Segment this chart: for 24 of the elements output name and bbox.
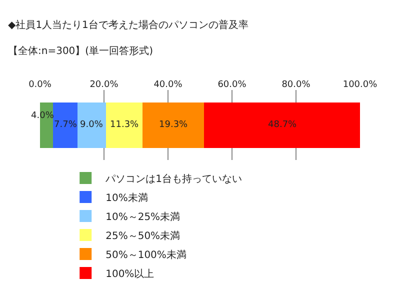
x-tick-label: 60.0% [218, 80, 247, 90]
legend-label: 10%未満 [106, 192, 148, 204]
data-label: 48.7% [268, 120, 298, 130]
x-tick-label: 20.0% [90, 80, 119, 90]
x-tick-label: 40.0% [154, 80, 183, 90]
legend-label: 100%以上 [106, 268, 154, 280]
data-label: 19.3% [159, 120, 188, 130]
chart-title: ◆社員1人当たり1台で考えた場合のパソコンの普及率 [8, 19, 248, 31]
x-tick-label: 80.0% [282, 80, 311, 90]
bar [142, 102, 204, 148]
bar [204, 102, 360, 148]
data-label: 9.0% [80, 120, 104, 130]
data-label: 7.7% [54, 120, 78, 130]
legend-label: 50%～100%未満 [106, 248, 186, 261]
bar [52, 102, 78, 148]
x-tick-label: 100.0% [342, 80, 378, 90]
bar [77, 102, 106, 148]
chart-subtitle: 【全体:n=300】(単一回答形式) [8, 45, 154, 57]
data-label: 11.3% [110, 120, 140, 130]
legend-label: 25%～50%未満 [106, 230, 180, 242]
bar [106, 102, 142, 148]
legend-label: 10%～25%未満 [106, 210, 180, 223]
legend-label: パソコンは1台も持っていない [104, 172, 242, 185]
x-tick-label: 0.0% [28, 80, 52, 90]
